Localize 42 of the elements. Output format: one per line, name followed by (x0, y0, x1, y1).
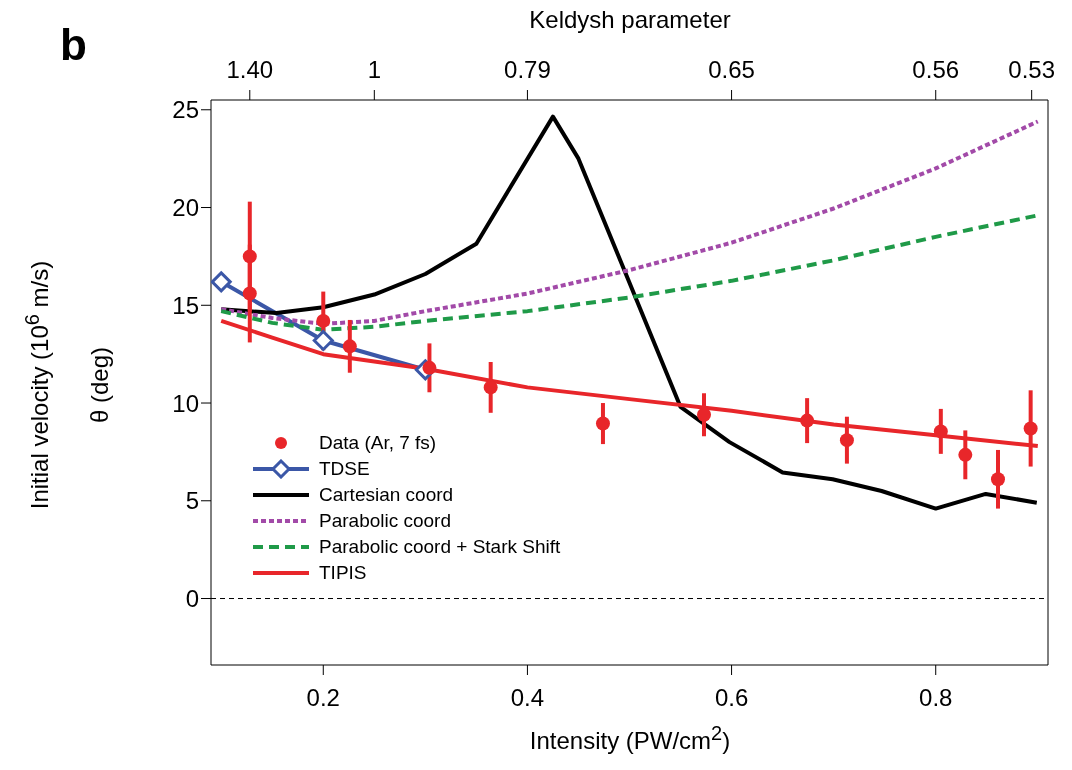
point (1023, 421, 1038, 436)
x-tick-label: 0.6 (714, 684, 749, 712)
y-tick-label: 5 (185, 487, 199, 515)
point (990, 472, 1005, 487)
legend-label: Data (Ar, 7 fs) (319, 431, 437, 455)
legend-label: Parabolic coord (319, 509, 452, 533)
x-tick-label: 0.8 (919, 684, 953, 712)
point (242, 249, 257, 264)
point (316, 313, 331, 328)
point (242, 286, 257, 301)
legend-label: Cartesian coord (319, 483, 454, 507)
text: b (60, 20, 87, 70)
y-tick-label: 25 (172, 96, 199, 124)
y-axis-title: θ (deg) (86, 346, 114, 424)
y-tick-label: 15 (172, 291, 199, 319)
annotation: 0.56 (912, 56, 960, 83)
legend-label: TDSE (319, 457, 370, 481)
point (342, 339, 357, 354)
annotation: 0.53 (1008, 56, 1056, 83)
point (595, 416, 610, 431)
text: Keldysh parameter (528, 6, 732, 34)
annotation: 0.65 (708, 56, 755, 83)
point (483, 380, 498, 395)
point (839, 433, 854, 448)
line-series (219, 119, 1040, 326)
x-tick-label: 0.2 (306, 684, 340, 712)
annotation: 0.79 (504, 56, 551, 83)
x-axis-title: Intensity (PW/cm$^{2}$) (528, 722, 732, 755)
point (958, 447, 973, 462)
x-tick-label: 0.4 (510, 684, 545, 712)
legend-label: Parabolic coord + Stark Shift (319, 535, 561, 559)
y-tick-label: 20 (172, 194, 199, 222)
legend-label: TIPIS (319, 561, 367, 585)
point (697, 407, 712, 422)
y-tick-label: 10 (172, 389, 199, 417)
point (933, 424, 948, 439)
annotation: 1.40 (226, 56, 274, 83)
point (312, 329, 334, 351)
point (211, 271, 232, 293)
point (800, 413, 815, 428)
annotation: 1 (367, 56, 381, 83)
y-tick-label: 0 (185, 585, 199, 613)
